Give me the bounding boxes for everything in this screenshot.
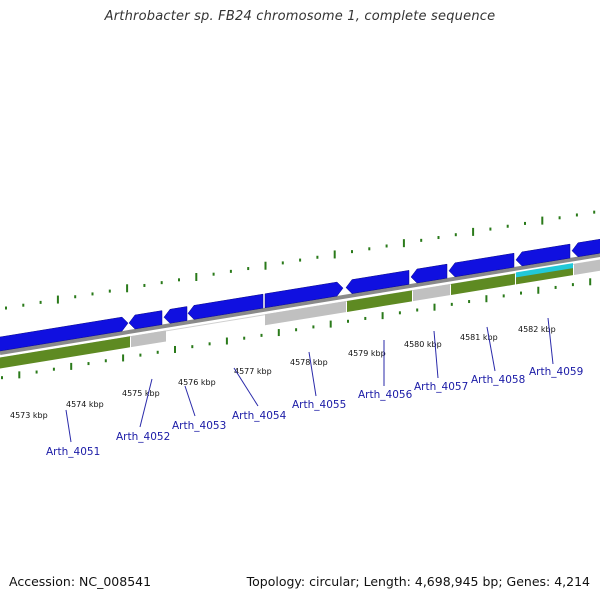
backbone-line [0,253,600,355]
gene-feature [410,263,448,284]
kbp-label: 4574 kbp [66,400,104,409]
outer-tick-track [5,210,596,310]
kbp-label: 4575 kbp [122,389,160,398]
gene-label-arth_4058[interactable]: Arth_4058 [471,374,525,386]
gene-feature [448,252,515,278]
leader-line [233,367,259,407]
kbp-label: 4580 kbp [404,340,442,349]
kbp-label: 4578 kbp [290,358,328,367]
gray-feature [574,259,600,275]
gene-feature [0,316,129,352]
gene-feature [163,306,188,324]
gene-label-arth_4056[interactable]: Arth_4056 [358,389,413,401]
leader-line [139,378,153,428]
leader-line [65,409,72,443]
leader-line [308,351,317,397]
gray-feature [131,330,166,348]
gene-feature [128,310,163,330]
kbp-label: 4573 kbp [10,411,48,420]
gray-feature [265,301,346,326]
gene-features [0,238,600,369]
gene-label-arth_4059[interactable]: Arth_4059 [529,366,583,378]
gene-label-arth_4055[interactable]: Arth_4055 [292,399,346,411]
olive-feature [347,290,412,312]
map-title: Arthrobacter sp. FB24 chromosome 1, comp… [104,9,496,24]
kbp-label: 4576 kbp [178,378,216,387]
gene-feature [515,243,571,267]
kbp-labels: 4573 kbp 4574 kbp 4575 kbp 4576 kbp 4577 kbp… [10,325,556,420]
gene-label-arth_4054[interactable]: Arth_4054 [232,410,287,422]
kbp-label: 4577 kbp [234,367,272,376]
gene-label-arth_4052[interactable]: Arth_4052 [116,431,170,443]
olive-feature [0,336,130,369]
cyan-feature [516,263,573,278]
inner-tick-track [1,278,592,380]
gene-feature [187,293,264,320]
gene-label-arth_4053[interactable]: Arth_4053 [172,420,226,432]
kbp-label: 4579 kbp [348,349,386,358]
gray-feature [413,284,450,302]
gene-label-arth_4051[interactable]: Arth_4051 [46,446,100,458]
accession-text: Accession: NC_008541 [9,574,152,589]
leader-line [486,326,496,372]
gene-feature [571,238,600,258]
summary-text: Topology: circular; Length: 4,698,945 bp… [246,574,590,589]
olive-feature [451,273,515,295]
gene-feature [345,270,410,294]
leader-line [184,385,196,417]
leader-line [433,330,439,379]
gene-feature [264,281,344,309]
kbp-label: 4582 kbp [518,325,556,334]
gene-label-arth_4057[interactable]: Arth_4057 [414,381,468,393]
leader-line [547,317,554,365]
kbp-label: 4581 kbp [460,333,498,342]
